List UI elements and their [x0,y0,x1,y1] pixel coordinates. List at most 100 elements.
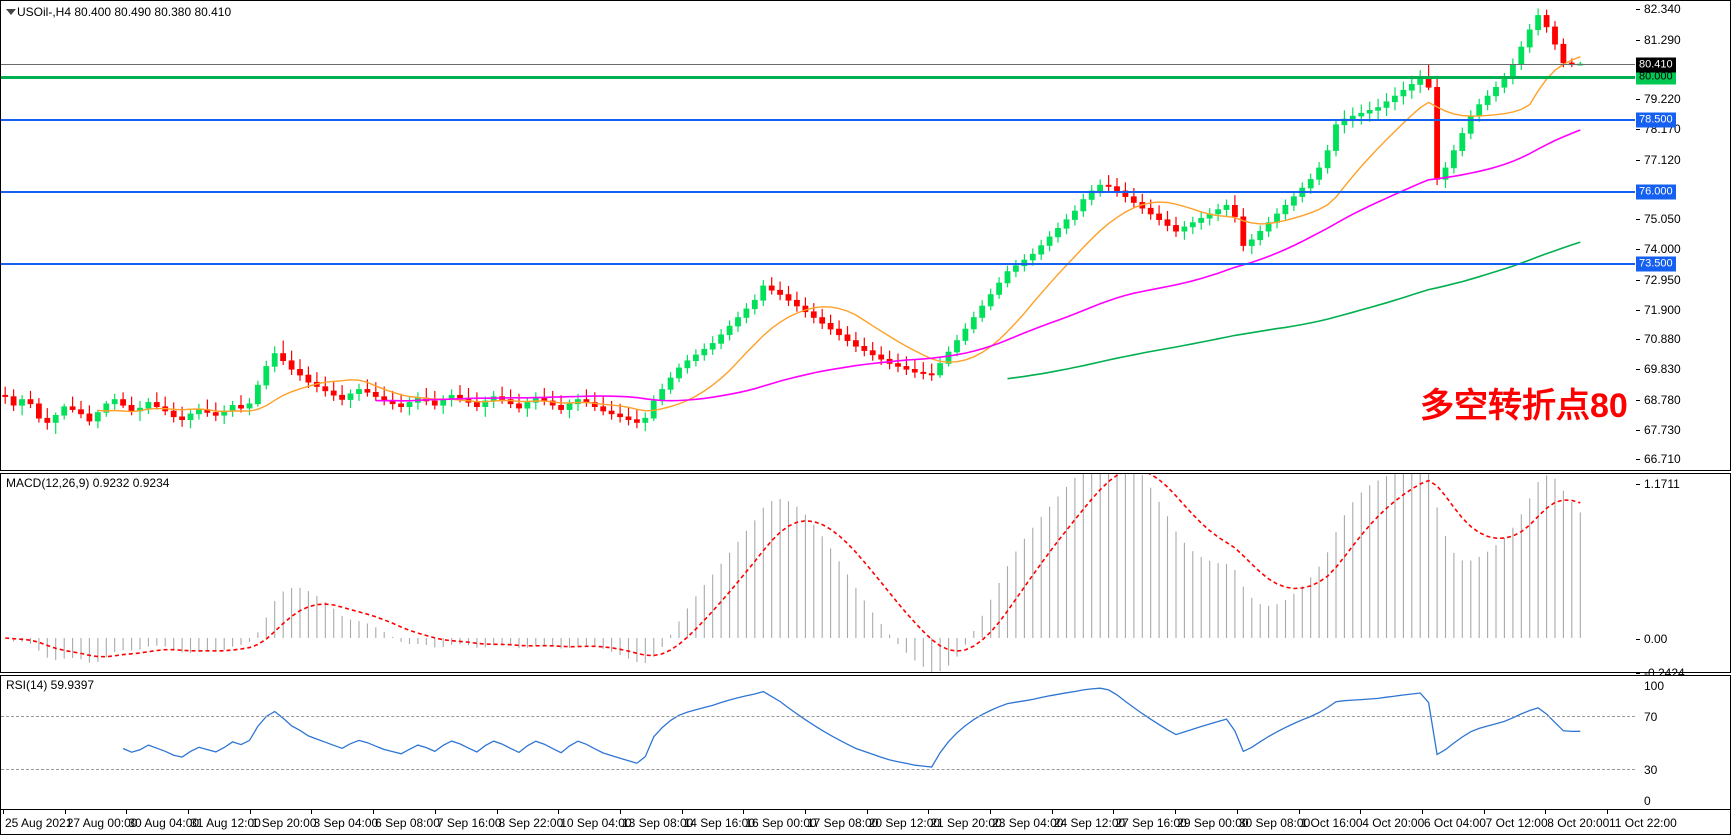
time-axis-tick [1298,810,1300,814]
price-axis-label: 79.220 [1644,92,1681,107]
time-axis-tick [126,810,128,814]
macd-panel[interactable]: MACD(12,26,9) 0.9232 0.9234 1.1711 0.00 -0… [0,473,1731,679]
level-line-73-5[interactable] [1,262,1635,265]
time-axis-tick [249,810,251,814]
rsi-svg [122,687,1581,768]
time-axis-label: 7 Oct 12:00 [1485,816,1548,830]
time-axis-label: 31 Aug 12:00 [190,816,261,830]
level-line-73-5-tag: 73.500 [1636,256,1676,272]
time-axis-label: 25 Aug 2021 [5,816,73,830]
time-axis-tick [1113,810,1115,814]
time-axis-label: 1 Oct 16:00 [1300,816,1363,830]
price-axis-label: 72.950 [1644,272,1681,287]
time-axis-label: 8 Sep 22:00 [498,816,564,830]
time-axis-tick [311,810,313,814]
rsi-axis[interactable]: 100 70 30 0 [1635,676,1730,809]
time-axis-label: 7 Sep 16:00 [436,816,502,830]
time-axis-label: 11 Oct 22:00 [1609,816,1677,830]
price-axis[interactable]: 82.340 81.290 79.220 78.170 77.120 75.050 74.0… [1635,1,1730,470]
current-price-tag: 80.410 [1636,57,1676,73]
time-axis-label: 4 Oct 20:00 [1362,816,1425,830]
macd-axis-label: 1.1711 [1644,477,1680,491]
time-axis-tick [681,810,683,814]
price-axis-label: 82.340 [1644,2,1681,17]
price-chart-panel[interactable]: USOil-,H4 80.400 80.490 80.380 80.410 82… [0,0,1731,471]
level-line-78-5-tag: 78.500 [1636,112,1676,128]
price-axis-label: 81.290 [1644,32,1681,47]
time-axis-label: 24 Sep 12:00 [1053,816,1126,830]
price-axis-label: 74.000 [1644,242,1681,257]
macd-svg [5,474,1581,672]
price-axis-label: 71.900 [1644,302,1681,317]
macd-plot-area[interactable] [1,474,1635,672]
time-axis-label: 3 Sep 04:00 [313,816,379,830]
macd-header: MACD(12,26,9) 0.9232 0.9234 [6,476,170,490]
time-axis-label: 27 Aug 00:00 [66,816,138,830]
time-axis-tick [1545,810,1547,814]
rsi-axis-label: 30 [1644,763,1658,778]
time-axis-label: 29 Sep 00:00 [1177,816,1249,830]
price-candles-svg [2,8,1584,434]
level-line-78-5[interactable] [1,118,1635,121]
rsi-axis-label: 100 [1644,679,1665,693]
time-axis-tick [1051,810,1053,814]
time-axis-tick [558,810,560,814]
time-axis-tick [928,810,930,814]
time-axis-label: 17 Sep 08:00 [807,816,879,830]
time-axis-tick [64,810,66,814]
time-axis[interactable]: 25 Aug 2021 27 Aug 00:00 30 Aug 04:00 31 Au… [0,810,1731,835]
time-axis-tick [743,810,745,814]
time-axis-label: 10 Sep 04:00 [560,816,632,830]
symbol-header: USOil-,H4 80.400 80.490 80.380 80.410 [17,5,232,19]
rsi-guide-30 [1,769,1635,771]
rsi-plot-area[interactable] [1,676,1635,809]
time-axis-tick [619,810,621,814]
time-axis-label: 30 Aug 04:00 [128,816,200,830]
level-line-76[interactable] [1,190,1635,193]
time-axis-label: 14 Sep 16:00 [683,816,756,830]
rsi-axis-label: 70 [1644,709,1658,724]
rsi-panel[interactable]: RSI(14) 59.9397 100 70 30 0 [0,675,1731,810]
level-line-80[interactable] [1,75,1635,79]
time-axis-label: 30 Sep 08:00 [1238,816,1311,830]
time-axis-label: 8 Oct 20:00 [1547,816,1610,830]
time-axis-tick [866,810,868,814]
rsi-axis-label: 0 [1644,794,1651,808]
time-axis-label: 16 Sep 00:00 [745,816,817,830]
time-axis-tick [188,810,190,814]
time-axis-tick [373,810,375,814]
price-axis-label: 77.120 [1644,152,1681,167]
time-axis-tick [805,810,806,814]
time-axis-tick [496,810,498,814]
time-axis-tick [1421,810,1423,814]
time-axis-tick [1175,810,1177,814]
time-axis-tick [1607,810,1608,814]
time-axis-label: 1 Sep 20:00 [251,816,317,830]
time-axis-tick [1483,810,1485,814]
rsi-guide-70 [1,715,1635,717]
price-plot-area[interactable] [1,1,1635,470]
current-price-line [1,64,1635,65]
price-axis-label: 69.830 [1644,362,1681,377]
time-axis-tick [434,810,436,814]
triangle-down-icon[interactable] [6,9,16,15]
macd-axis[interactable]: 1.1711 0.00 -0.2424 [1635,474,1730,679]
level-line-80-tag: 80.000 [1636,69,1676,85]
time-axis-tick [990,810,992,814]
price-axis-label: 75.050 [1644,212,1681,227]
time-axis-label: 6 Sep 08:00 [375,816,440,830]
price-axis-label: 70.880 [1644,332,1681,347]
price-axis-label: 68.780 [1644,392,1681,407]
chart-annotation-text: 多空转折点80 [1420,387,1628,425]
time-axis-label: 13 Sep 08:00 [621,816,694,830]
time-axis-label: 23 Sep 04:00 [992,816,1064,830]
price-axis-label: 66.710 [1644,452,1681,467]
time-axis-tick [1360,810,1362,814]
time-axis-label: 6 Oct 04:00 [1423,816,1486,830]
time-axis-tick [3,810,4,814]
time-axis-tick [1236,810,1238,814]
macd-axis-label: 0.00 [1644,632,1668,647]
rsi-header: RSI(14) 59.9397 [6,678,95,692]
time-axis-label: 27 Sep 16:00 [1115,816,1187,830]
